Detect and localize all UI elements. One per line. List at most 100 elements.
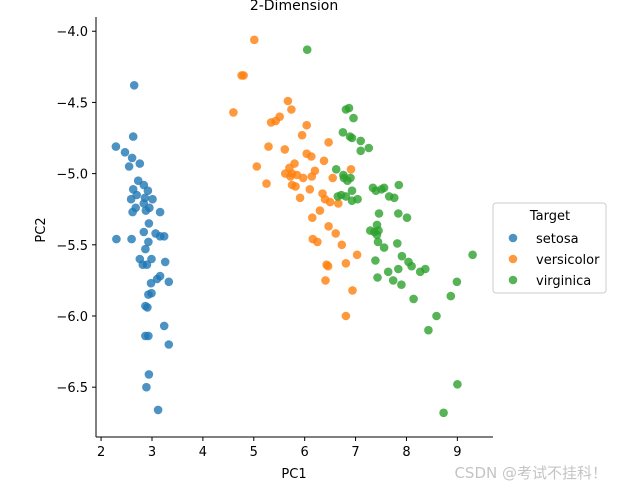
data-point-versicolor: [324, 222, 333, 231]
y-tick-label: −6.5: [56, 381, 88, 396]
data-point-virginica: [356, 146, 366, 156]
data-point-virginica: [373, 237, 383, 247]
data-point-setosa: [164, 340, 174, 349]
x-axis-label: PC1: [281, 467, 306, 482]
data-point-versicolor: [352, 250, 362, 260]
data-point-setosa: [160, 257, 170, 267]
data-point-virginica: [347, 186, 357, 195]
data-point-setosa: [142, 382, 151, 392]
data-point-virginica: [390, 193, 399, 203]
y-tick-label: −4.0: [56, 25, 88, 40]
x-tick-label: 3: [148, 445, 156, 460]
data-point-versicolor: [334, 199, 343, 208]
data-point-versicolor: [250, 35, 259, 45]
y-tick-label: −5.0: [56, 168, 88, 183]
data-point-virginica: [432, 311, 441, 321]
legend-marker-setosa: [508, 233, 518, 243]
data-point-virginica: [383, 267, 393, 277]
data-point-versicolor: [264, 142, 273, 151]
data-point-virginica: [344, 103, 354, 113]
data-point-virginica: [379, 243, 389, 252]
data-point-versicolor: [252, 162, 262, 171]
data-point-virginica: [374, 209, 384, 218]
data-point-setosa: [135, 159, 145, 168]
data-point-setosa: [147, 288, 156, 298]
data-point-setosa: [159, 321, 169, 331]
data-point-setosa: [144, 370, 154, 379]
data-point-setosa: [128, 132, 138, 141]
data-point-setosa: [128, 207, 137, 217]
data-point-versicolor: [337, 240, 347, 250]
data-point-versicolor: [283, 96, 293, 106]
data-point-virginica: [338, 128, 348, 137]
x-tick-label: 4: [199, 445, 207, 460]
data-point-versicolor: [320, 194, 330, 204]
data-point-versicolor: [229, 108, 238, 117]
data-point-versicolor: [321, 276, 330, 285]
watermark: CSDN @考试不挂科！: [454, 464, 607, 482]
data-point-virginica: [331, 165, 341, 174]
data-point-setosa: [144, 331, 153, 341]
data-point-virginica: [372, 230, 382, 240]
data-point-versicolor: [262, 179, 271, 188]
data-point-virginica: [397, 251, 407, 261]
data-point-virginica: [349, 113, 358, 123]
legend-marker-versicolor: [508, 254, 518, 264]
x-tick-label: 2: [97, 445, 105, 460]
legend-label-versicolor: versicolor: [536, 253, 600, 268]
data-point-setosa: [124, 162, 134, 171]
data-point-setosa: [164, 277, 174, 287]
data-point-versicolor: [331, 229, 341, 238]
y-ticks: −4.0 −4.5 −5.0 −5.5 −6.0 −6.5: [56, 25, 96, 396]
data-point-virginica: [407, 261, 416, 271]
data-point-versicolor: [295, 193, 305, 203]
data-point-virginica: [394, 180, 404, 190]
data-point-versicolor: [313, 237, 322, 247]
data-point-versicolor: [341, 259, 351, 268]
data-point-setosa: [143, 303, 152, 312]
y-axis-label: PC2: [34, 217, 49, 242]
data-point-virginica: [415, 267, 425, 277]
x-tick-label: 9: [453, 445, 461, 460]
data-point-versicolor: [287, 105, 296, 114]
data-point-virginica: [302, 45, 312, 54]
data-point-setosa: [126, 194, 136, 204]
data-point-versicolor: [307, 152, 316, 161]
data-point-versicolor: [341, 311, 351, 321]
data-point-setosa: [142, 260, 152, 270]
data-point-virginica: [409, 294, 418, 304]
legend-marker-virginica: [508, 275, 518, 285]
data-point-setosa: [146, 278, 156, 288]
data-point-virginica: [341, 192, 351, 201]
data-point-versicolor: [323, 261, 333, 271]
x-tick-label: 8: [402, 445, 410, 460]
legend-box: [492, 202, 607, 294]
axes: [95, 17, 493, 438]
data-point-virginica: [446, 291, 456, 301]
x-tick-label: 7: [351, 445, 359, 460]
data-point-versicolor: [266, 118, 276, 127]
data-point-setosa: [141, 244, 150, 254]
data-point-virginica: [397, 280, 406, 290]
data-point-virginica: [356, 136, 366, 146]
data-point-virginica: [424, 325, 433, 335]
data-point-setosa: [112, 234, 121, 244]
data-point-versicolor: [346, 165, 356, 174]
data-point-virginica: [453, 380, 462, 389]
data-point-setosa: [147, 254, 156, 264]
data-point-versicolor: [297, 130, 307, 140]
data-point-setosa: [153, 405, 163, 415]
data-point-versicolor: [307, 172, 317, 181]
data-point-virginica: [343, 176, 352, 185]
legend-title: Target: [529, 209, 570, 224]
data-point-versicolor: [286, 172, 295, 181]
data-point-setosa: [159, 232, 169, 241]
data-point-versicolor: [315, 206, 325, 215]
data-point-versicolor: [305, 185, 315, 194]
data-point-setosa: [144, 219, 154, 228]
data-point-virginica: [468, 250, 477, 260]
data-point-versicolor: [280, 145, 290, 154]
data-point-virginica: [388, 276, 398, 285]
data-point-setosa: [120, 148, 130, 157]
data-point-versicolor: [237, 71, 246, 80]
